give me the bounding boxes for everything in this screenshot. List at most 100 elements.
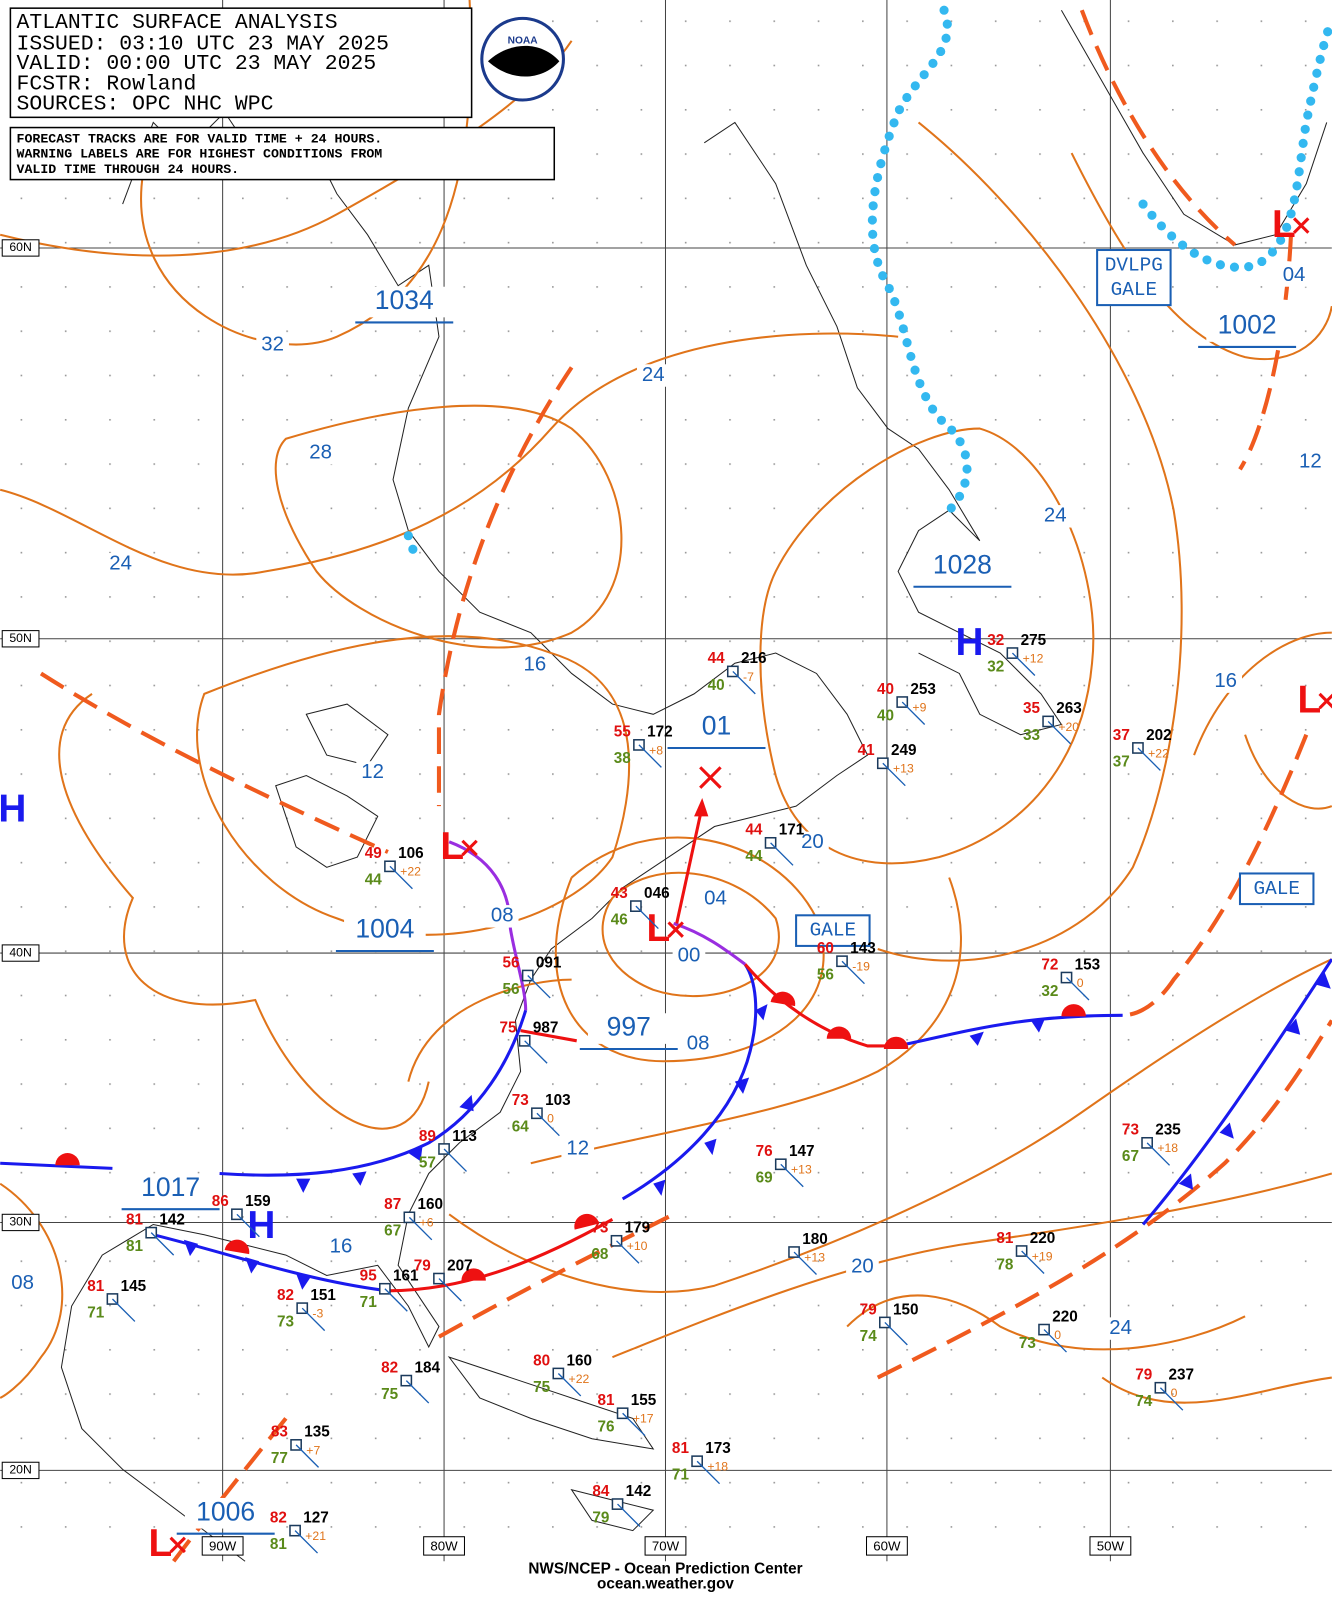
wind-barb [1159,1387,1184,1411]
station-tendency: +21 [305,1529,326,1543]
lon-label-box [1089,1536,1132,1556]
station-tendency: -3 [312,1307,323,1321]
station-pressure: 127 [303,1509,329,1526]
station-pressure: 216 [741,650,767,667]
isobar-label-bg [518,654,552,677]
header-forecaster: FCSTR: Rowland [17,72,197,96]
station-dewpoint: 68 [591,1246,609,1263]
isobar-label: 12 [1299,451,1322,473]
station-dewpoint: 69 [756,1170,773,1187]
lon-label-box [866,1536,908,1556]
isobar-label: 24 [642,364,665,386]
warning-box [1238,872,1315,906]
station-tendency: +20 [1058,720,1079,734]
low-cross [461,839,478,857]
wind-barb [1137,747,1161,771]
station-pressure: 235 [1155,1122,1181,1139]
warning-label: DVLPG [1105,254,1163,276]
lat-label-box [1,239,40,257]
station-dewpoint: 44 [365,872,383,889]
low-cross [169,1536,186,1554]
isobars [0,0,1332,1404]
station-dewpoint: 56 [503,981,520,998]
logo-gull [487,45,560,77]
station-pressure: 161 [393,1268,419,1285]
wind-barb [732,670,756,695]
station-temp: 49 [365,845,382,862]
wind-barb [443,1148,467,1172]
station-temp: 81 [996,1230,1014,1247]
station-temp: 40 [877,681,894,698]
warning-label: GALE [810,920,857,942]
wind-barb [527,975,551,999]
wind-barb [901,701,926,725]
station-pressure: 275 [1021,632,1047,649]
wind-barb [841,960,865,985]
station-dewpoint: 77 [271,1450,288,1467]
wind-barb [150,1232,175,1256]
station-pressure: 184 [414,1359,440,1376]
station-temp: 76 [756,1143,773,1160]
station-dewpoint: 71 [360,1294,378,1311]
station-dewpoint: 38 [614,750,632,767]
station-tendency: +10 [627,1239,648,1253]
station-dewpoint: 40 [877,707,894,724]
station-temp: 86 [212,1193,229,1210]
station-pressure: 220 [1030,1230,1056,1247]
station-pressure: 172 [647,724,673,741]
station-pressure: 135 [304,1424,330,1441]
logo-text: NOAA [508,36,539,47]
wind-barb [294,1530,318,1554]
station-tendency: +22 [400,865,421,879]
station-tendency: 0 [547,1112,554,1126]
pressure-label: 997 [607,1012,651,1042]
pressure-center: H [956,621,984,664]
station-temp: 75 [499,1020,517,1037]
station-pressure: 207 [447,1257,473,1274]
station-dewpoint: 75 [381,1386,399,1403]
header-valid: VALID: 00:00 UTC 23 MAY 2025 [17,52,377,76]
wind-barb [793,1251,817,1275]
station-tendency: -19 [852,960,870,974]
wind-barb [1043,1329,1067,1353]
isobar-label-bg [561,1137,595,1161]
pressure-label-bg [363,286,446,318]
wind-barb [389,865,413,890]
station-temp: 81 [87,1278,105,1295]
wind-barb [301,1307,326,1332]
station-temp: 44 [745,822,763,839]
wind-barb [622,1412,646,1437]
ice-edge [403,5,1332,556]
wind-barb [536,1112,560,1137]
station-pressure: 106 [398,845,424,862]
pressure-label: 1034 [375,285,434,315]
isobar-label: 12 [361,761,384,783]
station-dewpoint: 73 [277,1313,294,1330]
station-dewpoint: 73 [1019,1335,1036,1352]
wind-barb [882,762,906,787]
pressure-center: L [440,825,464,868]
header-sources: SOURCES: OPC NHC WPC [17,93,274,117]
wind-barb [638,744,662,768]
isobar-label: 24 [1044,505,1067,527]
lon-label-box [423,1536,465,1556]
isobar-label: 08 [491,905,514,927]
low-cross [667,921,684,938]
station-temp: 56 [503,954,520,971]
isobar-label-bg [796,831,829,855]
lat-label-box [1,1213,40,1232]
isobar-label: 16 [330,1235,353,1257]
fronts [0,766,1332,1293]
station-temp: 82 [381,1359,398,1376]
station-temp: 73 [512,1092,529,1109]
note-line: FORECAST TRACKS ARE FOR VALID TIME + 24 … [17,131,383,146]
isobar-label-bg [1294,451,1327,474]
wind-barb [1066,977,1090,1001]
pressure-label-bg [675,712,758,743]
warning-box [1096,248,1172,307]
pressure-label: 1017 [141,1172,200,1202]
wind-barb [438,1278,462,1302]
pressure-label: 01 [702,711,731,741]
wind-barb [696,1460,721,1485]
pressure-label-bg [921,551,1004,582]
